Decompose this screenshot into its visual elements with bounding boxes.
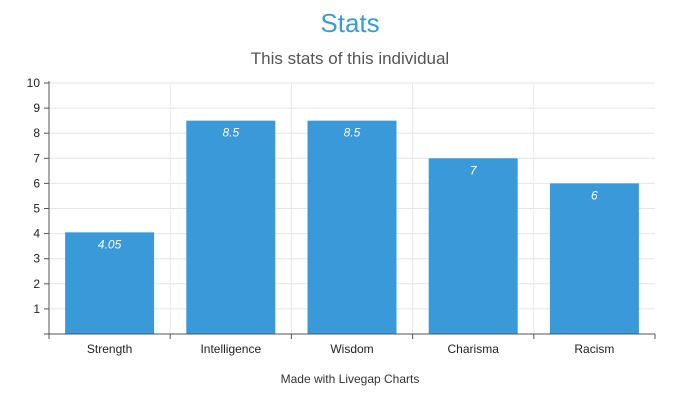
chart-subtitle: This stats of this individual [250,49,450,68]
data-label: 7 [470,163,478,177]
y-tick-label: 4 [33,227,40,241]
data-label: 6 [591,188,598,202]
x-category-label: Strength [87,342,132,356]
y-tick-label: 9 [33,101,40,115]
x-category-label: Wisdom [330,342,373,356]
data-label: 8.5 [344,126,361,140]
y-tick-label: 7 [33,151,40,165]
y-tick-label: 10 [27,76,41,90]
data-label: 4.05 [98,237,122,251]
bar-wisdom [307,120,397,335]
y-tick-label: 3 [33,252,40,266]
x-category-label: Intelligence [200,342,261,356]
bar-racism [549,183,639,334]
data-label: 8.5 [222,126,239,140]
y-tick-label: 6 [33,176,40,190]
y-tick-label: 8 [33,126,40,140]
footer-credit: Made with Livegap Charts [280,372,420,386]
y-tick-label: 1 [33,302,40,316]
bar-intelligence [186,120,276,335]
y-tick-label: 2 [33,277,40,291]
y-tick-label: 5 [33,202,40,216]
x-category-label: Racism [574,342,614,356]
bar-strength [65,232,155,334]
x-category-label: Charisma [448,342,500,356]
chart-title: Stats [320,8,380,38]
bar-charisma [428,158,518,334]
